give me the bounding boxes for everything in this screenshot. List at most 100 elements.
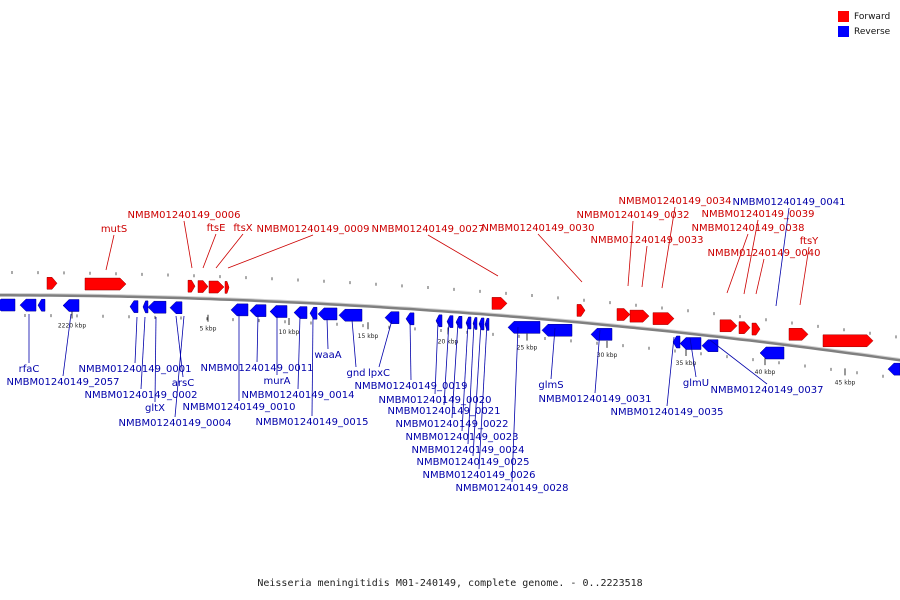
scale-label: 15 kbp	[358, 333, 379, 340]
leader-line	[478, 322, 488, 470]
scale-label: 45 kbp	[835, 379, 856, 386]
leader-line	[202, 233, 217, 269]
leader-line	[183, 220, 193, 269]
gene-label-glmu: glmU	[683, 378, 709, 389]
reverse-swatch	[838, 26, 849, 37]
legend-reverse: Reverse	[838, 24, 890, 39]
reverse-gene-arrow	[384, 311, 400, 324]
leader-line	[451, 321, 459, 419]
gene-label-nmbm01240149-0011: NMBM01240149_0011	[201, 363, 314, 374]
reverse-gene-arrow	[129, 300, 139, 313]
legend-forward-label: Forward	[854, 11, 891, 22]
leader-line	[154, 316, 157, 403]
leader-line	[297, 315, 301, 390]
gene-label-ftsx: ftsX	[233, 223, 252, 234]
forward-gene-arrow	[751, 322, 761, 336]
leader-line	[227, 234, 314, 269]
forward-gene-arrow	[719, 319, 738, 333]
leader-line	[215, 233, 244, 269]
gene-label-nmbm01240149-0034: NMBM01240149_0034	[619, 196, 732, 207]
leader-line	[378, 319, 393, 368]
legend-reverse-label: Reverse	[854, 26, 891, 37]
reverse-gene-arrow	[147, 300, 167, 314]
leader-line	[550, 327, 556, 380]
leader-line	[689, 337, 697, 378]
gene-label-nmbm01240149-0024: NMBM01240149_0024	[412, 445, 525, 456]
gene-label-nmbm01240149-0001: NMBM01240149_0001	[79, 364, 192, 375]
reverse-gene-arrow	[249, 304, 267, 317]
forward-gene-arrow	[84, 277, 127, 291]
gene-label-rfac: rfaC	[19, 364, 40, 375]
reverse-gene-arrow	[19, 298, 37, 312]
forward-gene-arrow	[197, 280, 209, 293]
genome-backbone	[0, 293, 900, 362]
reverse-gene-arrow	[142, 300, 149, 314]
leader-line	[256, 314, 259, 363]
reverse-gene-arrow	[338, 308, 363, 322]
gene-label-nmbm01240149-0039: NMBM01240149_0039	[702, 209, 815, 220]
reverse-gene-arrow	[169, 301, 183, 314]
gene-label-nmbm01240149-0004: NMBM01240149_0004	[119, 418, 232, 429]
gene-label-nmbm01240149-0040: NMBM01240149_0040	[708, 248, 821, 259]
gene-label-waaa: waaA	[314, 350, 341, 361]
leader-line	[743, 219, 759, 295]
scale-label: 2220 kbp	[58, 323, 86, 330]
leader-line	[511, 326, 519, 483]
forward-gene-arrow	[208, 280, 225, 294]
leader-line	[409, 319, 412, 381]
gene-label-muts: mutS	[101, 224, 127, 235]
forward-swatch	[838, 11, 849, 22]
gene-label-nmbm01240149-0015: NMBM01240149_0015	[256, 417, 369, 428]
forward-gene-arrow	[491, 297, 508, 310]
reverse-gene-arrow	[446, 315, 454, 328]
scale-label: 30 kbp	[597, 352, 618, 359]
forward-gene-arrow	[224, 281, 230, 294]
reverse-gene-arrow	[455, 316, 463, 329]
leader-line	[174, 315, 185, 418]
reverse-gene-arrow	[478, 317, 485, 331]
gene-label-nmbm01240149-0025: NMBM01240149_0025	[417, 457, 530, 468]
reverse-gene-arrow	[62, 299, 80, 312]
forward-gene-arrow	[652, 312, 675, 325]
gene-label-nmbm01240149-2057: NMBM01240149_2057	[7, 377, 120, 388]
gene-label-nmbm01240149-0033: NMBM01240149_0033	[591, 235, 704, 246]
reverse-gene-arrow	[309, 306, 318, 320]
leader-line	[627, 220, 634, 287]
reverse-gene-arrow	[435, 314, 443, 328]
scale-label: 25 kbp	[517, 345, 538, 352]
reverse-gene-arrow	[701, 339, 719, 352]
gene-label-nmbm01240149-0038: NMBM01240149_0038	[692, 223, 805, 234]
leader-line	[537, 233, 583, 283]
gene-label-arsc: arsC	[172, 378, 194, 389]
gene-label-nmbm01240149-0022: NMBM01240149_0022	[396, 419, 509, 430]
leader-line	[641, 245, 648, 288]
gene-label-nmbm01240149-0023: NMBM01240149_0023	[406, 432, 519, 443]
reverse-gene-arrow	[230, 303, 249, 317]
gene-label-nmbm01240149-0032: NMBM01240149_0032	[577, 210, 690, 221]
legend-forward: Forward	[838, 9, 890, 24]
scale-label: 40 kbp	[755, 369, 776, 376]
gene-label-glms: glmS	[538, 380, 563, 391]
gene-label-nmbm01240149-0037: NMBM01240149_0037	[711, 385, 824, 396]
legend: Forward Reverse	[838, 9, 890, 39]
reverse-gene-arrow	[541, 323, 573, 337]
leader-line	[443, 321, 450, 406]
reverse-gene-arrow	[37, 298, 46, 312]
gene-label-gnd: gnd	[346, 368, 365, 379]
reverse-gene-arrow	[0, 298, 16, 312]
forward-gene-arrow	[822, 334, 874, 348]
forward-gene-arrow	[616, 308, 631, 321]
gene-label-ftse: ftsE	[207, 223, 226, 234]
leader-line	[467, 322, 475, 445]
leader-line	[666, 336, 675, 407]
forward-gene-arrow	[46, 277, 58, 290]
reverse-gene-arrow	[887, 362, 900, 376]
gene-label-mura: murA	[263, 376, 290, 387]
reverse-gene-arrow	[507, 321, 541, 334]
reverse-gene-arrow	[405, 312, 415, 326]
gene-label-nmbm01240149-0014: NMBM01240149_0014	[242, 390, 355, 401]
scale-label: 10 kbp	[279, 329, 300, 336]
leader-line	[472, 322, 482, 457]
gene-label-nmbm01240149-0019: NMBM01240149_0019	[355, 381, 468, 392]
